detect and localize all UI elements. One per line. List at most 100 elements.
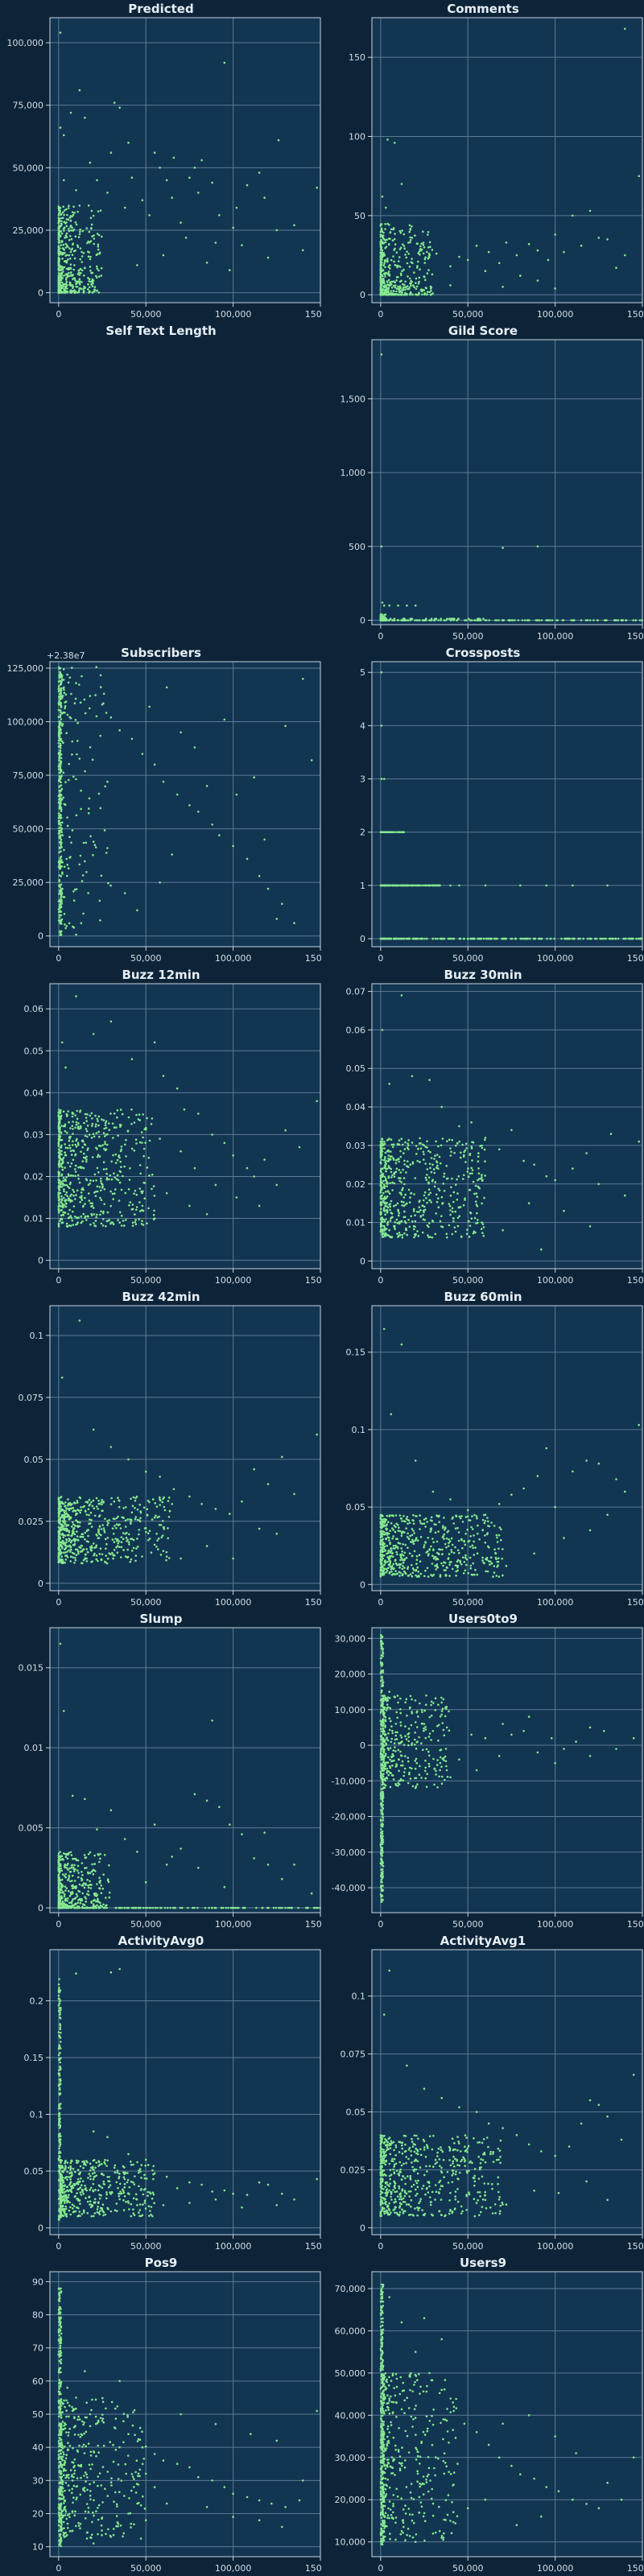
data-point: [232, 1154, 234, 1157]
data-point: [98, 1533, 101, 1535]
data-point: [400, 1137, 402, 1140]
data-point: [62, 741, 64, 744]
data-point: [105, 1542, 108, 1546]
data-point: [64, 254, 67, 257]
data-point: [92, 1207, 95, 1209]
data-point: [85, 1513, 88, 1516]
data-point: [403, 1531, 406, 1534]
data-point: [64, 1151, 66, 1154]
data-point: [104, 1538, 107, 1541]
data-point: [609, 1133, 613, 1135]
data-point: [60, 1541, 62, 1543]
data-point: [100, 1210, 102, 1213]
data-point: [413, 1193, 415, 1195]
data-point: [57, 1224, 60, 1226]
data-point: [78, 233, 81, 236]
data-point: [132, 1546, 135, 1550]
x-tick-label: 100,000: [537, 1275, 574, 1286]
data-point: [59, 1526, 61, 1530]
data-point: [127, 1458, 130, 1461]
data-point: [456, 1192, 459, 1195]
data-point: [481, 1179, 484, 1181]
data-point: [67, 1504, 69, 1507]
data-point: [387, 1175, 390, 1178]
data-point: [496, 1536, 498, 1539]
data-point: [489, 1556, 493, 1558]
data-point: [66, 1195, 68, 1198]
data-point: [388, 1192, 391, 1195]
data-point: [477, 937, 480, 940]
y-tick-label: 0.06: [24, 1004, 44, 1014]
data-point: [92, 282, 94, 285]
data-point: [66, 863, 69, 866]
data-point: [165, 179, 168, 182]
data-point: [193, 167, 196, 169]
data-point: [72, 890, 75, 893]
data-point: [110, 1496, 113, 1500]
y-tick-label: 0: [360, 290, 365, 300]
data-point: [72, 285, 75, 288]
plot-frame: [49, 1305, 321, 1591]
data-point: [59, 864, 61, 867]
data-point: [570, 619, 573, 621]
data-point: [423, 884, 425, 887]
data-point: [420, 242, 423, 245]
data-point: [433, 884, 436, 887]
data-point: [424, 287, 427, 289]
data-point: [60, 220, 63, 223]
data-point: [409, 1573, 412, 1576]
data-point: [71, 1219, 74, 1222]
data-point: [77, 1178, 80, 1180]
data-point: [436, 1154, 439, 1156]
data-point: [419, 1141, 422, 1145]
data-point: [391, 884, 394, 887]
data-point: [71, 1144, 74, 1146]
data-point: [456, 1549, 460, 1552]
data-point: [440, 617, 442, 620]
data-point: [83, 698, 86, 701]
data-point: [411, 937, 414, 940]
data-point: [459, 1156, 462, 1159]
data-point: [425, 1197, 427, 1199]
data-point: [74, 1143, 77, 1146]
data-point: [414, 234, 416, 237]
chart-panel-self_text_length: Self Text Length: [0, 322, 322, 644]
data-point: [545, 884, 548, 887]
data-point: [167, 1537, 169, 1540]
data-point: [109, 151, 113, 154]
data-point: [427, 1537, 429, 1539]
data-point: [401, 1550, 403, 1553]
data-point: [481, 1232, 484, 1234]
data-point: [458, 884, 460, 887]
data-point: [448, 1224, 451, 1227]
data-point: [422, 1209, 425, 1212]
data-point: [88, 286, 91, 289]
data-point: [451, 1232, 454, 1236]
data-point: [477, 1152, 480, 1154]
data-point: [165, 1558, 167, 1562]
data-point: [113, 1500, 116, 1503]
data-point: [67, 1216, 70, 1220]
y-tick-label: 0: [38, 931, 43, 942]
data-point: [473, 1513, 476, 1517]
data-point: [439, 1162, 442, 1165]
data-point: [412, 1530, 415, 1532]
data-point: [162, 780, 165, 783]
data-point: [235, 1196, 238, 1199]
data-point: [119, 1150, 122, 1153]
data-point: [401, 1204, 403, 1207]
data-point: [57, 1143, 60, 1146]
data-point: [613, 619, 616, 621]
data-point: [61, 1182, 64, 1185]
data-point: [490, 1562, 493, 1565]
data-point: [159, 881, 161, 884]
data-point: [404, 1141, 407, 1144]
data-point: [116, 1551, 119, 1554]
data-point: [443, 1517, 445, 1519]
data-point: [90, 1519, 93, 1521]
data-point: [122, 1174, 124, 1178]
data-point: [444, 1527, 447, 1530]
data-point: [84, 1143, 87, 1146]
